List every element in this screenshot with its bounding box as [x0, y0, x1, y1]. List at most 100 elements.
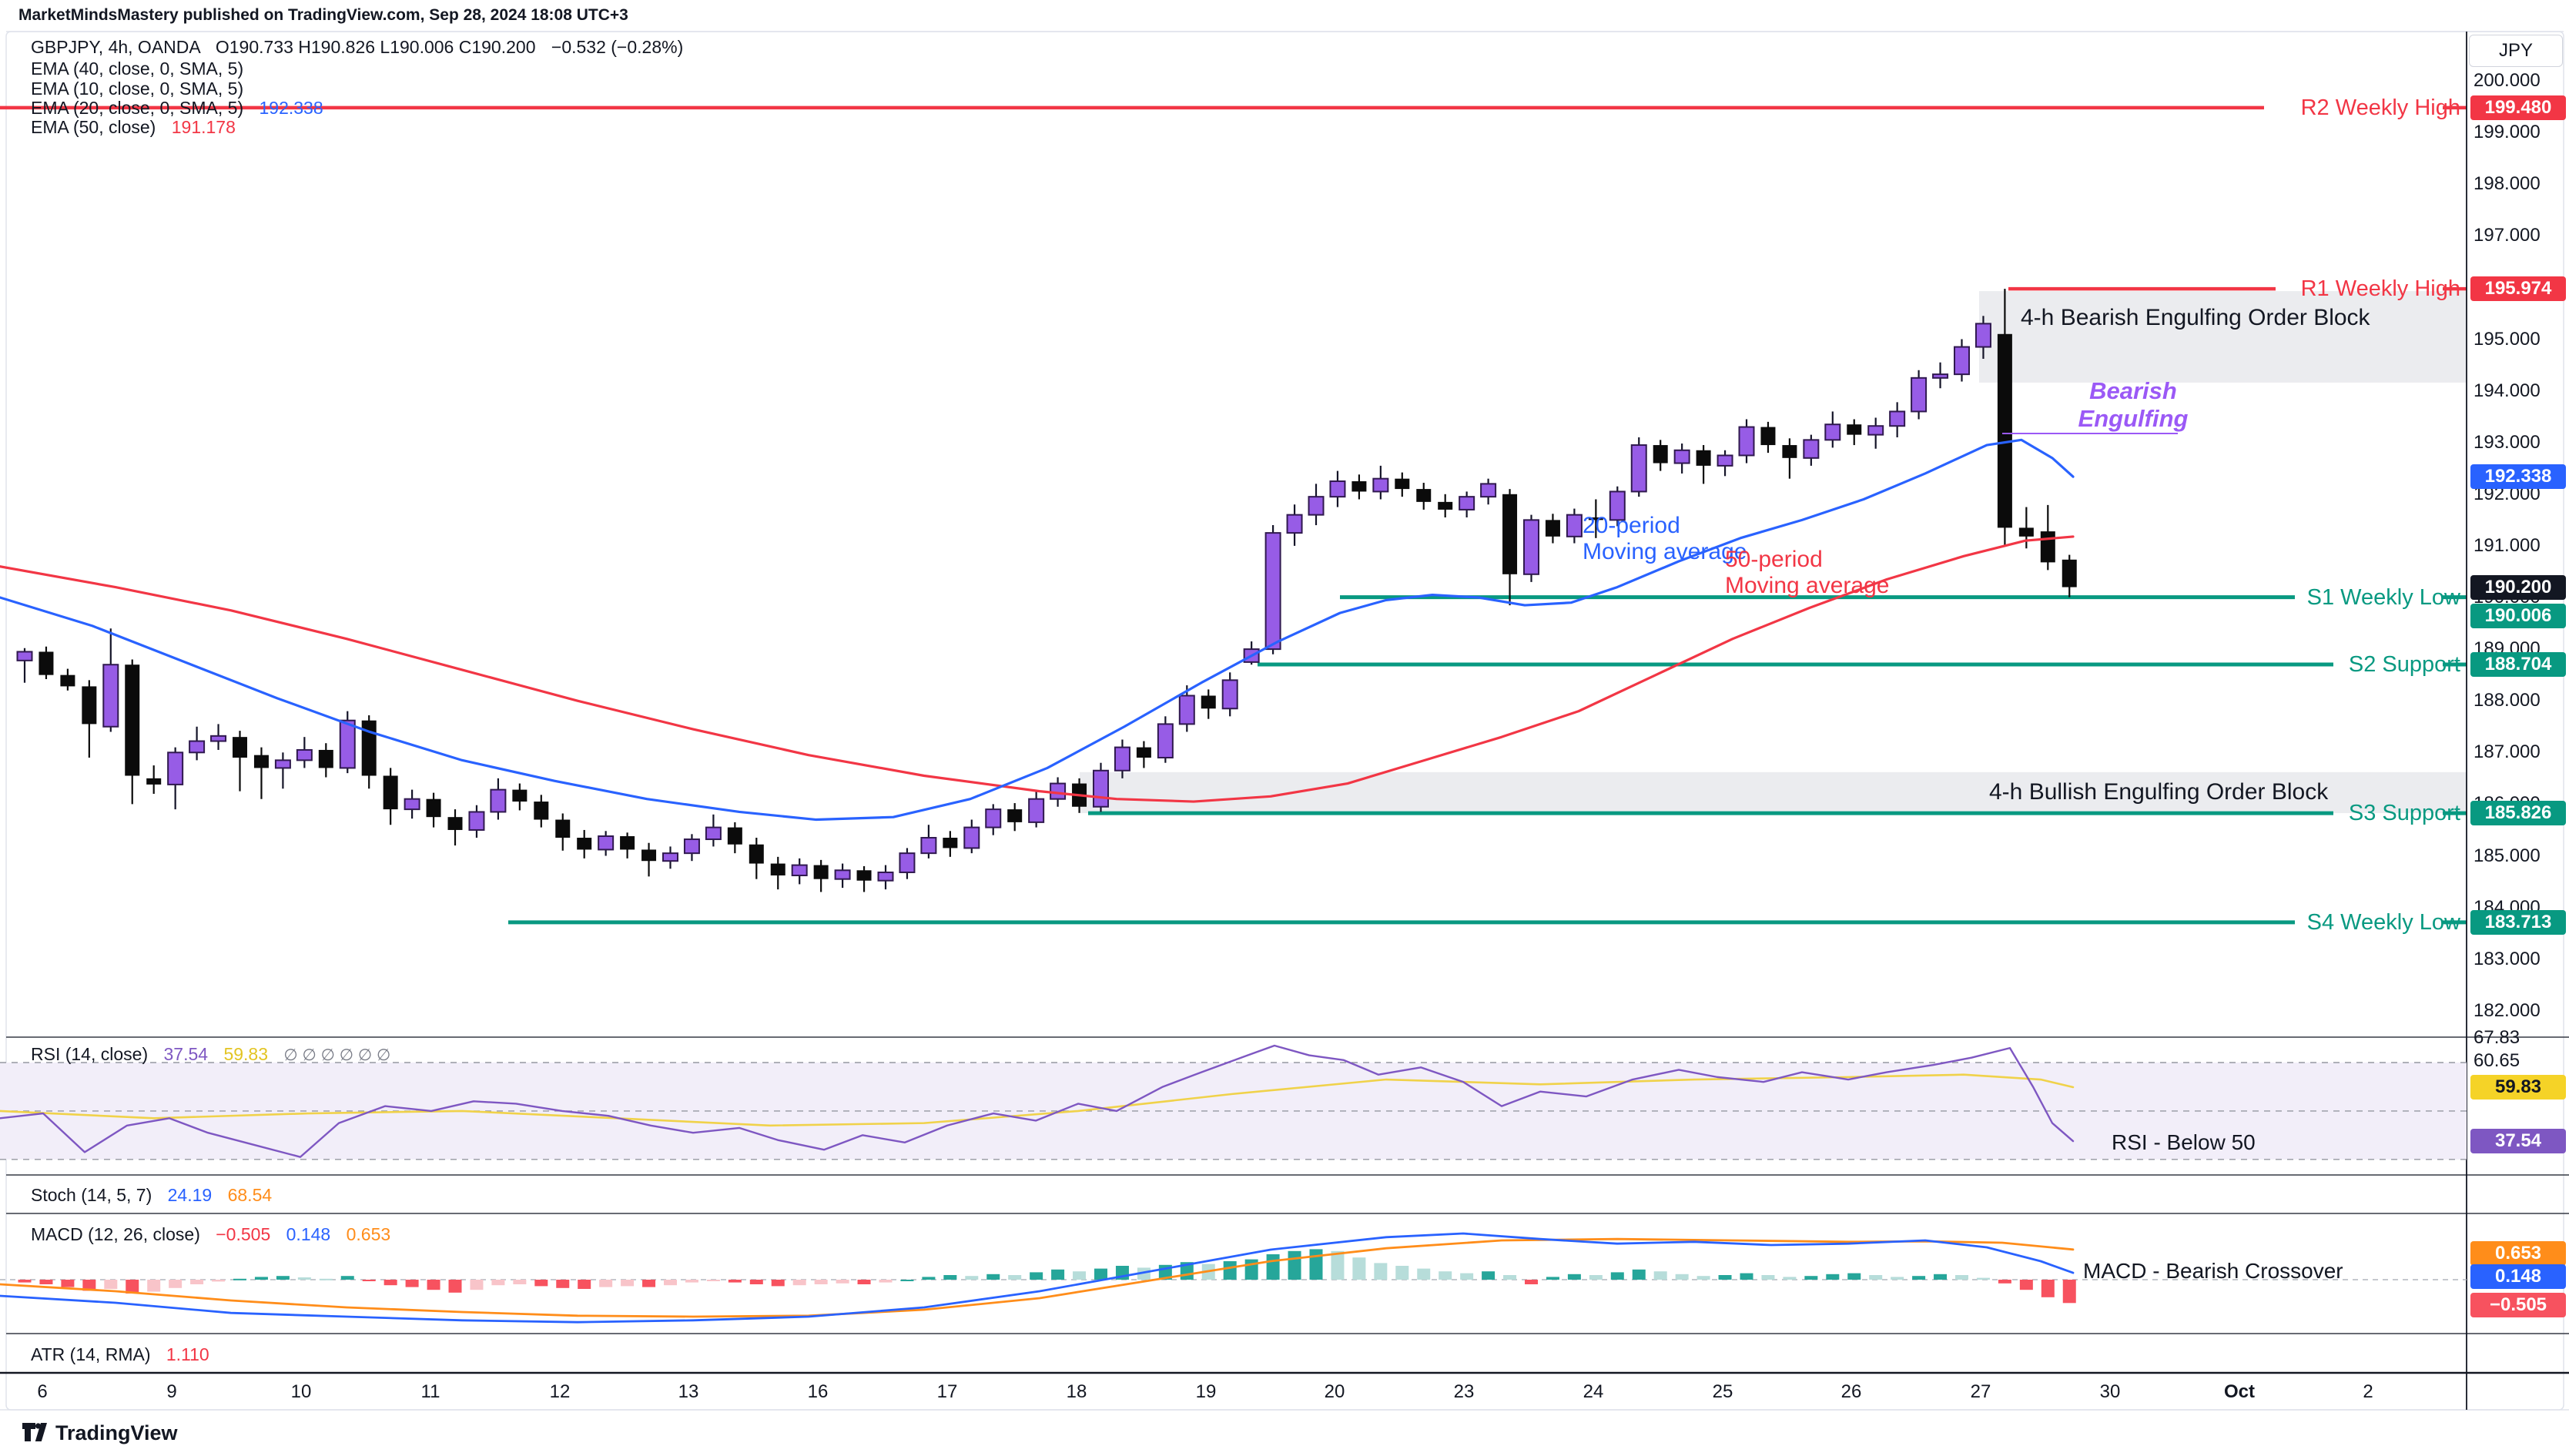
date-label[interactable]: 10: [290, 1381, 312, 1402]
price-tick: 199.000: [2474, 122, 2541, 143]
last-price-badge: 190.200: [2470, 575, 2566, 600]
macd-note[interactable]: MACD - Bearish Crossover: [2083, 1259, 2343, 1283]
ema20-label: EMA (20, close, 0, SMA, 5): [31, 98, 244, 118]
price-tick: 197.000: [2474, 225, 2541, 246]
level-badge-r2: 199.480: [2470, 95, 2566, 120]
order-block: [1979, 291, 2467, 383]
date-label[interactable]: Oct: [2223, 1381, 2255, 1402]
macd-badge: 0.653: [2470, 1241, 2566, 1266]
price-tick: 194.000: [2474, 380, 2541, 401]
rsi-ma-value: 59.83: [223, 1044, 269, 1064]
rsi-empty-values: ∅ ∅ ∅ ∅ ∅ ∅: [283, 1046, 391, 1064]
price-tick: 182.000: [2474, 999, 2541, 1021]
atr-label: ATR (14, RMA): [31, 1344, 151, 1364]
date-label[interactable]: 23: [1453, 1381, 1475, 1402]
rsi-legend-row[interactable]: RSI (14, close) 37.54 59.83 ∅ ∅ ∅ ∅ ∅ ∅: [31, 1044, 390, 1065]
price-tick: 198.000: [2474, 173, 2541, 195]
ema50-label: EMA (50, close): [31, 117, 156, 137]
date-label[interactable]: 25: [1712, 1381, 1733, 1402]
level-label-s2[interactable]: S2 Support: [2348, 651, 2460, 677]
rsi-pane: [0, 1044, 2467, 1160]
tradingview-logo[interactable]: TradingView: [22, 1421, 178, 1445]
level-label-s3[interactable]: S3 Support: [2348, 801, 2460, 826]
bearish-engulfing-label[interactable]: Bearish Engulfing: [2078, 377, 2189, 432]
ema50-value: 191.178: [171, 117, 236, 137]
stoch-d-value: 68.54: [227, 1185, 273, 1205]
currency-label[interactable]: JPY: [2469, 35, 2563, 67]
ema10-legend[interactable]: EMA (10, close, 0, SMA, 5): [31, 79, 244, 99]
stoch-k-value: 24.19: [167, 1185, 213, 1205]
price-tick: 185.000: [2474, 845, 2541, 866]
date-label[interactable]: 27: [1970, 1381, 1991, 1402]
symbol-name[interactable]: GBPJPY, 4h, OANDA: [31, 37, 200, 57]
price-tick: 191.000: [2474, 534, 2541, 556]
ma20-annotation[interactable]: 20-period Moving average: [1583, 513, 1747, 564]
date-label[interactable]: 6: [37, 1381, 48, 1402]
macd-line-value: 0.148: [286, 1224, 331, 1244]
level-badge-s3: 185.826: [2470, 801, 2566, 826]
date-label[interactable]: 20: [1324, 1381, 1345, 1402]
price-pane: [0, 105, 2467, 925]
date-label[interactable]: 30: [2099, 1381, 2121, 1402]
date-label[interactable]: 9: [166, 1381, 177, 1402]
price-tick: 200.000: [2474, 70, 2541, 91]
atr-value: 1.110: [166, 1344, 209, 1364]
level-label-s4[interactable]: S4 Weekly Low: [2306, 909, 2460, 935]
tradingview-logo-text: TradingView: [55, 1421, 178, 1444]
date-label[interactable]: 2: [2363, 1381, 2373, 1402]
level-badge-s2: 188.704: [2470, 651, 2566, 677]
level-label-s1[interactable]: S1 Weekly Low: [2306, 584, 2460, 610]
change-value: −0.532 (−0.28%): [551, 37, 684, 57]
date-label[interactable]: 17: [936, 1381, 958, 1402]
bullish-order-block-label[interactable]: 4-h Bullish Engulfing Order Block: [1989, 779, 2329, 805]
price-tick: 188.000: [2474, 690, 2541, 711]
macd-signal-value: 0.653: [346, 1224, 391, 1244]
date-label[interactable]: 19: [1195, 1381, 1217, 1402]
macd-legend-row[interactable]: MACD (12, 26, close) −0.505 0.148 0.653: [31, 1224, 390, 1245]
date-label[interactable]: 12: [549, 1381, 571, 1402]
rsi-value: 37.54: [163, 1044, 209, 1064]
stoch-legend-row[interactable]: Stoch (14, 5, 7) 24.19 68.54: [31, 1185, 272, 1206]
rsi-label: RSI (14, close): [31, 1044, 149, 1064]
macd-badge: 0.148: [2470, 1264, 2566, 1289]
ema20-value: 192.338: [259, 98, 323, 118]
atr-legend-row[interactable]: ATR (14, RMA) 1.110: [31, 1344, 209, 1365]
attribution-text: MarketMindsMastery published on TradingV…: [18, 6, 628, 24]
date-label[interactable]: 26: [1841, 1381, 1862, 1402]
order-block: [1080, 772, 2467, 814]
level-label-r2[interactable]: R2 Weekly High: [2300, 95, 2460, 120]
level-label-r1[interactable]: R1 Weekly High: [2300, 276, 2460, 302]
date-label[interactable]: 11: [420, 1381, 440, 1402]
price-tick: 195.000: [2474, 328, 2541, 350]
rsi-badge: 37.54: [2470, 1129, 2566, 1153]
date-label[interactable]: 24: [1583, 1381, 1604, 1402]
ema20-legend[interactable]: EMA (20, close, 0, SMA, 5) 192.338: [31, 98, 323, 119]
macd-pane: [0, 1232, 2467, 1324]
price-tick: 187.000: [2474, 741, 2541, 763]
level-badge-s1: 190.006: [2470, 604, 2566, 628]
macd-label: MACD (12, 26, close): [31, 1224, 200, 1244]
rsi-note[interactable]: RSI - Below 50: [2112, 1130, 2256, 1154]
level-badge-r1: 195.974: [2470, 276, 2566, 302]
symbol-legend-row[interactable]: GBPJPY, 4h, OANDA O190.733 H190.826 L190…: [31, 37, 683, 58]
stoch-label: Stoch (14, 5, 7): [31, 1185, 152, 1205]
date-label[interactable]: 18: [1066, 1381, 1087, 1402]
ma50-annotation[interactable]: 50-period Moving average: [1725, 547, 1890, 598]
bearish-order-block-label[interactable]: 4-h Bearish Engulfing Order Block: [2021, 305, 2370, 330]
date-label[interactable]: 16: [807, 1381, 829, 1402]
date-label[interactable]: 13: [678, 1381, 699, 1402]
rsi-axis-tick: 60.65: [2474, 1050, 2520, 1071]
level-badge-s4: 183.713: [2470, 909, 2566, 935]
tradingview-logo-icon: [22, 1422, 47, 1441]
ema40-legend[interactable]: EMA (40, close, 0, SMA, 5): [31, 59, 244, 79]
macd-badge: −0.505: [2470, 1293, 2566, 1317]
price-tick: 183.000: [2474, 948, 2541, 969]
ema50-legend[interactable]: EMA (50, close) 191.178: [31, 117, 236, 138]
ema20-price-badge: 192.338: [2470, 464, 2566, 489]
rsi-axis-tick: 67.83: [2474, 1027, 2520, 1048]
ohlc-values: O190.733 H190.826 L190.006 C190.200: [215, 37, 536, 57]
macd-hist-value: −0.505: [216, 1224, 271, 1244]
candles: [16, 289, 2077, 892]
